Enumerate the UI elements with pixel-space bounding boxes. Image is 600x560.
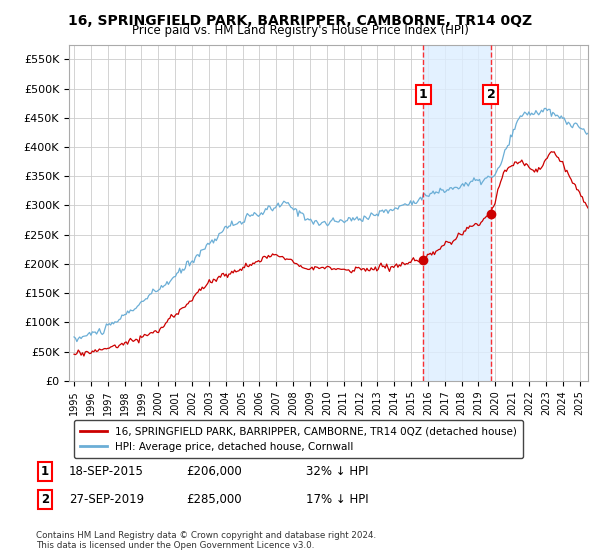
Text: 1: 1 [41,465,49,478]
Text: 17% ↓ HPI: 17% ↓ HPI [306,493,368,506]
Bar [423,45,491,381]
Text: Contains HM Land Registry data © Crown copyright and database right 2024.
This d: Contains HM Land Registry data © Crown c… [36,531,376,550]
Text: 27-SEP-2019: 27-SEP-2019 [69,493,144,506]
Text: 2: 2 [41,493,49,506]
Text: 16, SPRINGFIELD PARK, BARRIPPER, CAMBORNE, TR14 0QZ: 16, SPRINGFIELD PARK, BARRIPPER, CAMBORN… [68,14,532,28]
Text: 32% ↓ HPI: 32% ↓ HPI [306,465,368,478]
Text: £285,000: £285,000 [186,493,242,506]
Text: 18-SEP-2015: 18-SEP-2015 [69,465,144,478]
Text: 2: 2 [487,88,496,101]
Text: Price paid vs. HM Land Registry's House Price Index (HPI): Price paid vs. HM Land Registry's House … [131,24,469,37]
Legend: 16, SPRINGFIELD PARK, BARRIPPER, CAMBORNE, TR14 0QZ (detached house), HPI: Avera: 16, SPRINGFIELD PARK, BARRIPPER, CAMBORN… [74,420,523,458]
Text: £206,000: £206,000 [186,465,242,478]
Text: 1: 1 [419,88,428,101]
